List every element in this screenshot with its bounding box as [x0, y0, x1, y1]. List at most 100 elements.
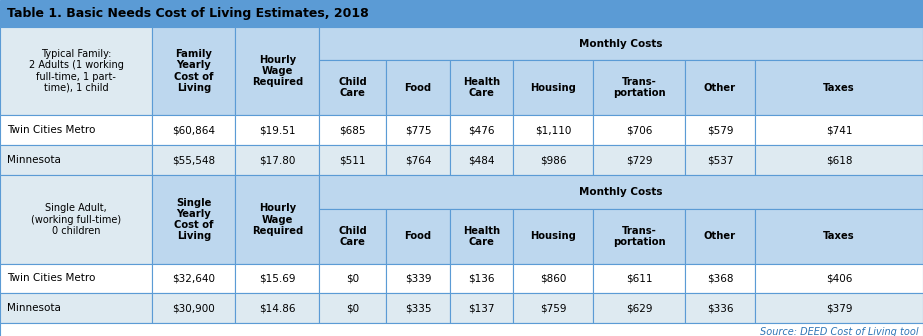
Text: $476: $476	[469, 125, 495, 135]
Text: Hourly
Wage
Required: Hourly Wage Required	[252, 203, 303, 236]
Text: Housing: Housing	[531, 232, 576, 242]
Bar	[450, 264, 513, 293]
Bar	[319, 209, 386, 264]
Text: Other: Other	[704, 83, 736, 93]
Text: Food: Food	[404, 83, 432, 93]
Bar	[755, 115, 923, 145]
Bar	[755, 145, 923, 175]
Text: $15.69: $15.69	[259, 274, 295, 284]
Bar	[685, 293, 755, 323]
Text: $339: $339	[405, 274, 431, 284]
Bar	[0, 115, 152, 145]
Text: $406: $406	[826, 274, 852, 284]
Text: Twin Cities Metro: Twin Cities Metro	[7, 274, 96, 284]
Text: Single
Yearly
Cost of
Living: Single Yearly Cost of Living	[174, 198, 213, 241]
Bar	[319, 145, 386, 175]
Text: Minnesota: Minnesota	[7, 155, 61, 165]
Bar	[513, 60, 593, 115]
Bar	[450, 115, 513, 145]
Bar	[513, 209, 593, 264]
Bar	[685, 60, 755, 115]
Bar	[152, 293, 235, 323]
Text: $511: $511	[340, 155, 366, 165]
Text: Health
Care: Health Care	[463, 226, 500, 247]
Bar	[513, 145, 593, 175]
Bar	[0, 27, 152, 115]
Bar	[152, 264, 235, 293]
Bar	[685, 145, 755, 175]
Bar	[685, 264, 755, 293]
Bar	[386, 209, 450, 264]
Text: Trans-
portation: Trans- portation	[613, 77, 665, 98]
Bar	[235, 175, 319, 264]
Bar	[0, 145, 152, 175]
Bar	[593, 264, 685, 293]
Bar	[386, 145, 450, 175]
Text: $19.51: $19.51	[259, 125, 295, 135]
Text: $775: $775	[405, 125, 431, 135]
Text: Source: DEED Cost of Living tool: Source: DEED Cost of Living tool	[760, 327, 918, 336]
Text: $685: $685	[340, 125, 366, 135]
Text: Typical Family:
2 Adults (1 working
full-time, 1 part-
time), 1 child: Typical Family: 2 Adults (1 working full…	[29, 49, 124, 93]
Bar	[0, 264, 152, 293]
Bar	[386, 60, 450, 115]
Text: $0: $0	[346, 274, 359, 284]
Text: $537: $537	[707, 155, 733, 165]
Bar	[386, 264, 450, 293]
Text: $335: $335	[405, 303, 431, 313]
Text: $14.86: $14.86	[259, 303, 295, 313]
Bar	[755, 264, 923, 293]
Bar	[319, 60, 386, 115]
Text: $741: $741	[826, 125, 852, 135]
Text: $0: $0	[346, 303, 359, 313]
Bar	[319, 27, 923, 60]
Bar	[755, 60, 923, 115]
Bar	[319, 264, 386, 293]
Text: $30,900: $30,900	[173, 303, 215, 313]
Bar	[755, 293, 923, 323]
Bar	[513, 293, 593, 323]
Text: $17.80: $17.80	[259, 155, 295, 165]
Bar	[513, 115, 593, 145]
Text: $1,110: $1,110	[535, 125, 571, 135]
Bar	[235, 264, 319, 293]
Text: $136: $136	[469, 274, 495, 284]
Bar	[450, 293, 513, 323]
Bar	[755, 209, 923, 264]
Text: $706: $706	[626, 125, 653, 135]
Bar	[513, 264, 593, 293]
Text: $629: $629	[626, 303, 653, 313]
Text: $60,864: $60,864	[173, 125, 215, 135]
Bar	[450, 209, 513, 264]
Text: $579: $579	[707, 125, 733, 135]
Bar	[593, 115, 685, 145]
Text: $137: $137	[469, 303, 495, 313]
Bar	[685, 209, 755, 264]
Text: Single Adult,
(working full-time)
0 children: Single Adult, (working full-time) 0 chil…	[31, 203, 121, 236]
Text: Child
Care: Child Care	[338, 77, 367, 98]
Text: $484: $484	[469, 155, 495, 165]
Bar	[235, 293, 319, 323]
Text: $55,548: $55,548	[173, 155, 215, 165]
Text: Hourly
Wage
Required: Hourly Wage Required	[252, 55, 303, 87]
Text: $986: $986	[540, 155, 567, 165]
Bar	[152, 27, 235, 115]
Text: $368: $368	[707, 274, 733, 284]
Text: Taxes: Taxes	[823, 232, 855, 242]
Text: Health
Care: Health Care	[463, 77, 500, 98]
Bar	[319, 293, 386, 323]
Text: $379: $379	[826, 303, 852, 313]
Text: Food: Food	[404, 232, 432, 242]
Text: $336: $336	[707, 303, 733, 313]
Text: Minnesota: Minnesota	[7, 303, 61, 313]
Bar	[319, 115, 386, 145]
Text: Other: Other	[704, 232, 736, 242]
Bar	[685, 115, 755, 145]
Bar	[0, 323, 923, 336]
Text: $764: $764	[405, 155, 431, 165]
Bar	[0, 0, 923, 27]
Text: $729: $729	[626, 155, 653, 165]
Text: Table 1. Basic Needs Cost of Living Estimates, 2018: Table 1. Basic Needs Cost of Living Esti…	[7, 7, 369, 20]
Text: Family
Yearly
Cost of
Living: Family Yearly Cost of Living	[174, 49, 213, 93]
Text: Trans-
portation: Trans- portation	[613, 226, 665, 247]
